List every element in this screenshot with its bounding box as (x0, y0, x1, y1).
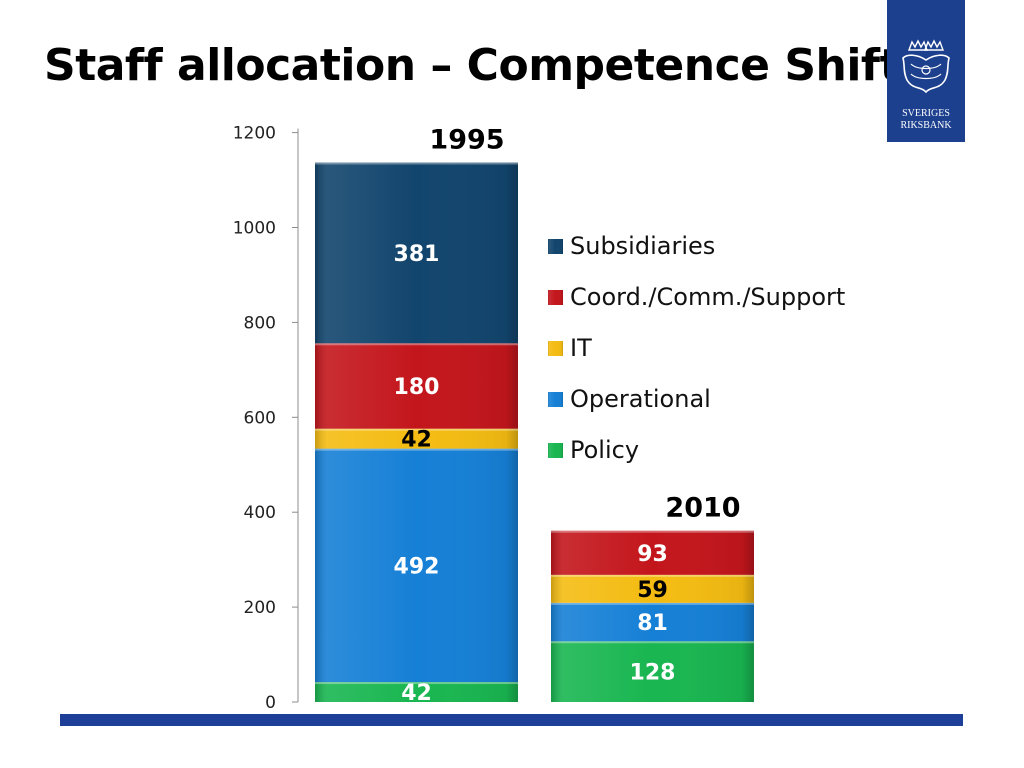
data-label: 42 (401, 681, 432, 706)
bar-segment-shade (551, 574, 754, 603)
data-label: 492 (394, 554, 440, 579)
bar-segment-highlight (315, 428, 518, 431)
data-label: 93 (637, 542, 668, 567)
data-label: 180 (394, 375, 440, 400)
bar-segment-shade (551, 641, 754, 702)
data-label: 59 (637, 578, 668, 603)
bar-segment-highlight (315, 682, 518, 685)
legend-label: Subsidiaries (570, 232, 715, 260)
bar-segment-highlight (315, 162, 518, 165)
data-label: 128 (630, 661, 676, 686)
legend-label: Operational (570, 385, 711, 413)
y-tick-label: 400 (244, 503, 276, 523)
legend-label: Policy (570, 436, 639, 464)
bar-segment-shade (315, 682, 518, 702)
y-tick-label: 1000 (233, 219, 276, 239)
y-tick-label: 800 (244, 313, 276, 333)
data-label: 42 (401, 428, 432, 453)
bar-segment-highlight (551, 574, 754, 577)
legend-label: IT (570, 334, 592, 362)
category-label: 2010 (665, 493, 740, 524)
bar-segment-shade (551, 602, 754, 642)
legend-swatch-shade (548, 443, 563, 458)
legend-swatch-shade (548, 290, 563, 305)
logo-text-riksbank: RIKSBANK (900, 120, 952, 131)
y-tick-label: 600 (244, 408, 276, 428)
y-tick-label: 1200 (233, 124, 276, 144)
legend-swatch-shade (548, 341, 563, 356)
legend-label: Coord./Comm./Support (570, 283, 845, 311)
slide-title: Staff allocation – Competence Shift (44, 40, 901, 91)
bar-segment-highlight (551, 602, 754, 605)
bar-segment-shade (315, 162, 518, 344)
bar-segment-highlight (315, 448, 518, 451)
bar-segment-shade (315, 428, 518, 449)
y-tick-label: 200 (244, 598, 276, 618)
bottom-divider-bar (60, 714, 963, 726)
legend-swatch-shade (548, 392, 563, 407)
category-label: 1995 (429, 124, 504, 155)
legend-swatch-shade (548, 239, 563, 254)
riksbank-logo: SVERIGES RIKSBANK (887, 0, 965, 142)
bar-segment-shade (315, 448, 518, 683)
crest-icon (902, 39, 950, 94)
data-label: 81 (637, 611, 668, 636)
bar-segment-shade (551, 530, 754, 575)
data-label: 381 (394, 242, 440, 267)
bar-segment-highlight (315, 343, 518, 346)
bar-segment-shade (315, 343, 518, 429)
bar-segment-highlight (551, 530, 754, 533)
y-tick-label: 0 (265, 693, 276, 713)
logo-text-sveriges: SVERIGES (902, 108, 950, 119)
bar-segment-highlight (551, 641, 754, 644)
